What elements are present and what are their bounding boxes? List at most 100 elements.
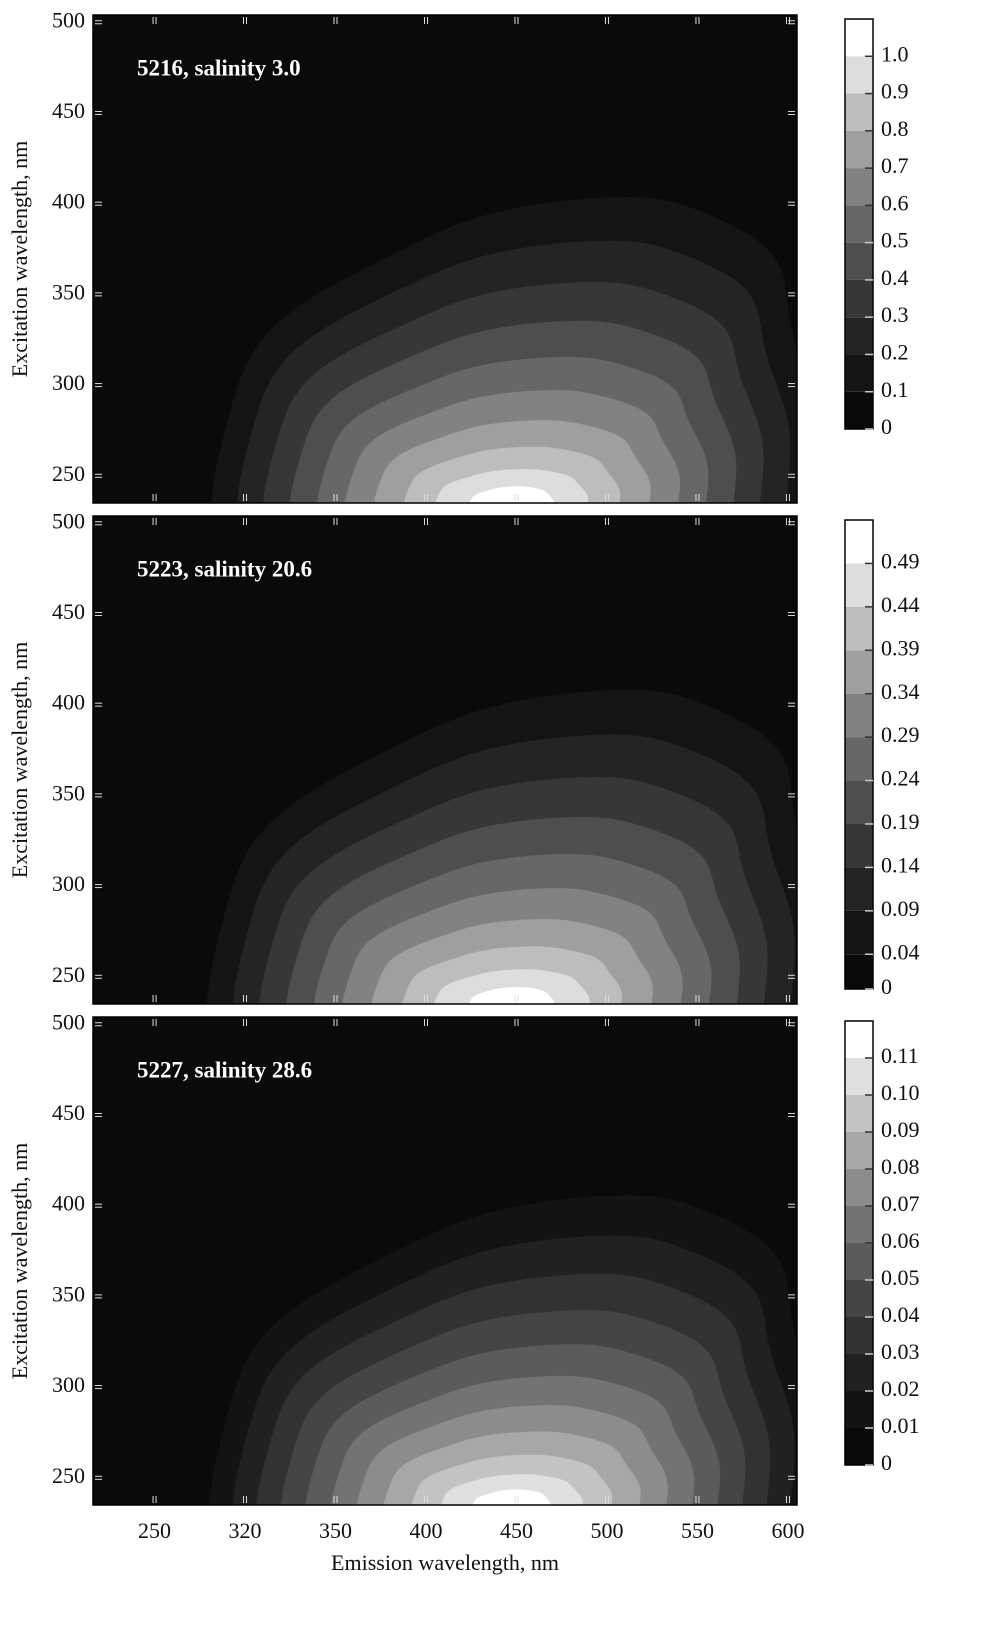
y-tick-label: 350 xyxy=(52,780,85,805)
colorbar-tick-label: 0.07 xyxy=(881,1191,920,1216)
x-tick-label: 250 xyxy=(138,1518,171,1543)
colorbar-band xyxy=(845,1428,873,1465)
colorbar-band xyxy=(845,354,873,392)
colorbar-tick-label: 0.24 xyxy=(881,766,920,791)
colorbar-band xyxy=(845,1317,873,1354)
annotation: 5216, salinity 3.0 xyxy=(137,55,301,80)
colorbar-band xyxy=(845,56,873,94)
x-tick-label: 500 xyxy=(590,1518,623,1543)
x-tick-label: 350 xyxy=(319,1518,352,1543)
y-tick-label: 350 xyxy=(52,1281,85,1306)
colorbar-band xyxy=(845,1243,873,1280)
colorbar-band xyxy=(845,606,873,651)
colorbar-band xyxy=(845,867,873,911)
colorbar-tick-label: 0.9 xyxy=(881,79,909,104)
colorbar-tick-label: 0.11 xyxy=(881,1043,919,1068)
colorbar-tick-label: 0.7 xyxy=(881,153,909,178)
colorbar-tick-label: 0.49 xyxy=(881,548,920,573)
contours xyxy=(206,689,797,1004)
y-axis-label: Excitation wavelength, nm xyxy=(7,1143,32,1379)
colorbar-frame xyxy=(844,18,874,430)
plot-frame xyxy=(92,14,798,504)
y-tick-label: 400 xyxy=(52,189,85,214)
colorbar-tick-label: 0.3 xyxy=(881,302,909,327)
y-tick-label: 500 xyxy=(52,1009,85,1034)
x-tick-label: 550 xyxy=(681,1518,714,1543)
colorbar-band xyxy=(845,19,873,57)
colorbar-band xyxy=(845,317,873,355)
colorbar-tick-label: 0 xyxy=(881,974,892,999)
contour-band xyxy=(469,486,554,503)
colorbar-tick-label: 0 xyxy=(881,414,892,439)
contour-band xyxy=(435,469,589,503)
colorbar-band xyxy=(845,737,873,781)
colorbar-band xyxy=(845,279,873,318)
colorbar-band xyxy=(845,1169,873,1206)
y-tick-label: 500 xyxy=(52,508,85,533)
colorbar-band xyxy=(845,391,873,429)
colorbar-band xyxy=(845,93,873,131)
colorbar-tick-label: 0.04 xyxy=(881,939,920,964)
y-tick-label: 450 xyxy=(52,98,85,123)
colorbar-tick-label: 0 xyxy=(881,1450,892,1475)
colorbar-band xyxy=(845,823,873,868)
colorbar-band xyxy=(845,563,873,607)
contours xyxy=(211,197,797,503)
colorbar-tick-label: 0.03 xyxy=(881,1339,920,1364)
contours xyxy=(208,1195,797,1505)
colorbar-band xyxy=(845,520,873,564)
colorbar-band xyxy=(845,1206,873,1243)
colorbar-tick-label: 0.34 xyxy=(881,679,920,704)
colorbar-tick-label: 0.4 xyxy=(881,265,909,290)
colorbar-tick-label: 1.0 xyxy=(881,41,909,66)
plot-frame xyxy=(92,1016,798,1506)
colorbar-band xyxy=(845,650,873,694)
y-tick-label: 250 xyxy=(52,461,85,486)
colorbar-band xyxy=(845,242,873,280)
x-axis-label: Emission wavelength, nm xyxy=(331,1550,559,1575)
colorbar-tick-label: 0.2 xyxy=(881,340,909,365)
colorbar-band xyxy=(845,1354,873,1391)
y-tick-label: 300 xyxy=(52,370,85,395)
colorbar-band xyxy=(845,780,873,824)
colorbar-tick-label: 0.6 xyxy=(881,190,909,215)
colorbar-tick-label: 0.09 xyxy=(881,896,920,921)
colorbar-tick-label: 0.08 xyxy=(881,1154,920,1179)
colorbar-frame xyxy=(844,519,874,990)
colorbar-tick-label: 0.19 xyxy=(881,809,920,834)
plot-frame xyxy=(92,515,798,1005)
y-tick-label: 450 xyxy=(52,1100,85,1125)
colorbar-tick-label: 0.02 xyxy=(881,1376,920,1401)
colorbar-tick-label: 0.10 xyxy=(881,1080,920,1105)
colorbar-band xyxy=(845,1021,873,1058)
colorbar-tick-label: 0.06 xyxy=(881,1228,920,1253)
colorbar-tick-label: 0.39 xyxy=(881,635,920,660)
colorbar-tick-label: 0.09 xyxy=(881,1117,920,1142)
y-tick-label: 450 xyxy=(52,599,85,624)
annotation: 5223, salinity 20.6 xyxy=(137,556,312,581)
colorbar-tick-label: 0.05 xyxy=(881,1265,920,1290)
contour-band xyxy=(434,969,590,1004)
colorbar-tick-label: 0.8 xyxy=(881,116,909,141)
colorbar-band xyxy=(845,693,873,738)
colorbar-band xyxy=(845,1132,873,1169)
colorbar-band xyxy=(845,205,873,243)
y-axis-label: Excitation wavelength, nm xyxy=(7,141,32,377)
colorbar-tick-label: 0.14 xyxy=(881,852,920,877)
y-tick-label: 250 xyxy=(52,962,85,987)
colorbar-band xyxy=(845,954,873,989)
y-tick-label: 300 xyxy=(52,1372,85,1397)
colorbar-band xyxy=(845,168,873,206)
colorbar-tick-label: 0.29 xyxy=(881,722,920,747)
x-tick-label: 600 xyxy=(771,1518,804,1543)
x-tick-label: 400 xyxy=(409,1518,442,1543)
y-axis-label: Excitation wavelength, nm xyxy=(7,642,32,878)
colorbar-tick-label: 0.1 xyxy=(881,377,909,402)
x-tick-label: 450 xyxy=(500,1518,533,1543)
colorbar-band xyxy=(845,1391,873,1428)
colorbar-band xyxy=(845,1058,873,1095)
y-tick-label: 400 xyxy=(52,690,85,715)
contour-band xyxy=(468,987,555,1004)
annotation: 5227, salinity 28.6 xyxy=(137,1057,312,1082)
